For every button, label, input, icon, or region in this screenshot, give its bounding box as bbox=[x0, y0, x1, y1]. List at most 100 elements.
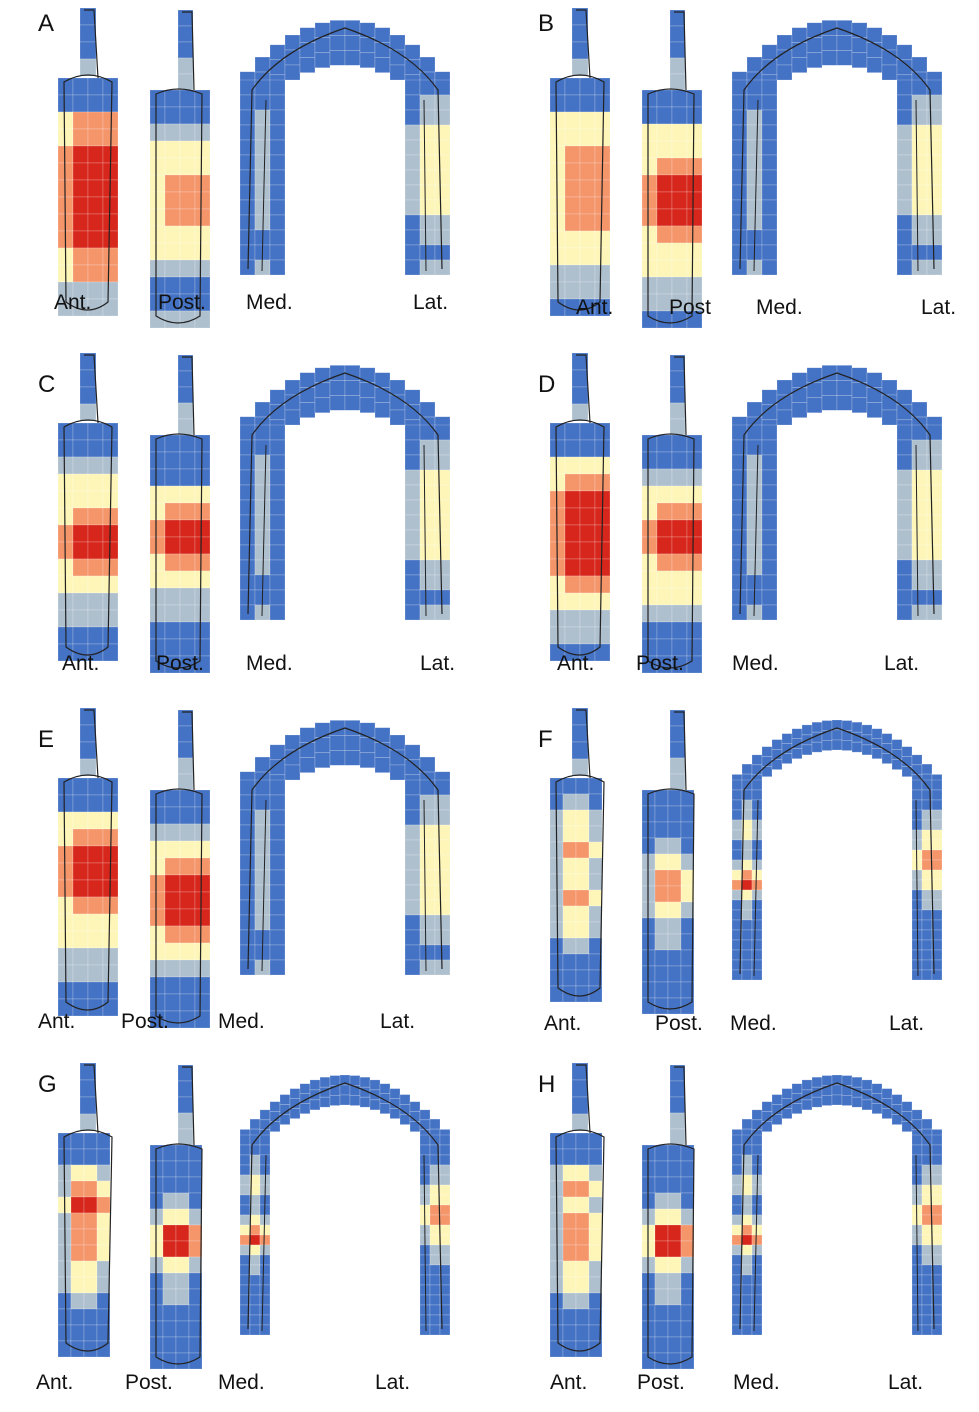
lateral-cell bbox=[404, 214, 421, 231]
arch-cell bbox=[881, 379, 898, 396]
anterior-cell bbox=[575, 1180, 590, 1198]
medial-cell bbox=[761, 184, 778, 201]
anterior-cell bbox=[96, 1148, 111, 1166]
medial-cell bbox=[751, 1154, 763, 1166]
medial-cell bbox=[741, 889, 753, 901]
arch-cell bbox=[314, 722, 331, 739]
label-anterior: Ant. bbox=[576, 296, 614, 319]
medial-cell bbox=[269, 184, 286, 201]
medial-cell bbox=[254, 824, 271, 841]
medial-cell bbox=[254, 154, 271, 171]
anterior-bone-outline bbox=[555, 1064, 605, 1352]
anterior-cell bbox=[575, 1276, 590, 1294]
medial-cell bbox=[761, 454, 778, 471]
posterior-cell bbox=[686, 191, 703, 210]
lateral-cell bbox=[404, 959, 421, 976]
lateral-cell bbox=[911, 169, 928, 186]
posterior-cell bbox=[641, 276, 658, 295]
lateral-cell bbox=[926, 574, 943, 591]
lateral-cell bbox=[434, 944, 451, 961]
anterior-cell bbox=[564, 439, 581, 458]
anterior-cell bbox=[564, 162, 581, 181]
arch-bone-inner-outline bbox=[261, 1154, 427, 1332]
anterior-cell bbox=[594, 439, 611, 458]
posterior-cell bbox=[194, 191, 211, 210]
posterior-cell bbox=[671, 123, 688, 142]
lateral-cell bbox=[404, 124, 421, 141]
posterior-cell bbox=[654, 869, 669, 887]
lateral-cell bbox=[911, 789, 923, 801]
lateral-cell bbox=[434, 499, 451, 516]
posterior-cell bbox=[680, 901, 695, 919]
anterior-cell bbox=[594, 575, 611, 594]
anterior-cell bbox=[562, 1308, 577, 1326]
lateral-cell bbox=[434, 454, 451, 471]
arch-cell bbox=[746, 56, 763, 73]
posterior-cell bbox=[164, 908, 181, 927]
posterior-cell bbox=[194, 840, 211, 859]
medial-cell bbox=[731, 1184, 743, 1196]
lateral-cell bbox=[434, 779, 451, 796]
anterior-cell bbox=[87, 524, 104, 543]
lateral-cell bbox=[419, 899, 436, 916]
posterior-cell bbox=[164, 468, 181, 487]
arch-cell bbox=[801, 724, 813, 736]
lateral-cell bbox=[434, 124, 451, 141]
medial-cell bbox=[269, 779, 286, 796]
lateral-cell bbox=[926, 94, 943, 111]
posterior-cell bbox=[179, 857, 196, 876]
lateral-cell bbox=[404, 929, 421, 946]
anterior-cell bbox=[564, 541, 581, 560]
medial-cell bbox=[761, 574, 778, 591]
arch-cell bbox=[284, 379, 301, 396]
arch-cell bbox=[359, 1096, 371, 1108]
posterior-cell bbox=[162, 1272, 177, 1290]
medial-cell bbox=[751, 899, 763, 911]
lateral-cell bbox=[419, 1174, 431, 1186]
medial-cell bbox=[239, 1134, 251, 1146]
arch-cell bbox=[269, 1121, 281, 1132]
lateral-cell bbox=[911, 259, 928, 276]
lateral-cell bbox=[911, 799, 923, 811]
arch-cell bbox=[891, 1114, 903, 1125]
posterior-cell bbox=[654, 789, 669, 807]
medial-cell bbox=[751, 949, 763, 961]
arch-cell bbox=[866, 27, 883, 43]
medial-cell bbox=[731, 484, 748, 501]
medial-cell bbox=[741, 1214, 753, 1226]
lateral-cell bbox=[931, 1244, 943, 1256]
medial-cell bbox=[239, 109, 256, 126]
lateral-cell bbox=[419, 824, 436, 841]
posterior-bone-outline bbox=[647, 1066, 695, 1365]
label-medial: Med. bbox=[733, 1371, 780, 1394]
posterior-cell bbox=[656, 259, 673, 278]
posterior-cell bbox=[654, 901, 669, 919]
lateral-cell bbox=[419, 484, 436, 501]
lateral-cell bbox=[896, 214, 913, 231]
anterior-cell bbox=[87, 862, 104, 881]
lateral-cell bbox=[429, 1284, 441, 1296]
posterior-cell bbox=[671, 485, 688, 504]
medial-cell bbox=[254, 899, 271, 916]
posterior-cell bbox=[671, 502, 688, 521]
posterior-cell bbox=[164, 874, 181, 893]
anterior-bone-outline bbox=[555, 9, 605, 311]
posterior-cell bbox=[149, 191, 166, 210]
anterior-cell bbox=[562, 969, 577, 987]
arch-cell bbox=[851, 52, 868, 69]
posterior-cell bbox=[656, 621, 673, 640]
lateral-cell bbox=[931, 879, 943, 891]
medial-cell bbox=[239, 184, 256, 201]
posterior-bone-outline bbox=[155, 11, 203, 324]
posterior-cell bbox=[656, 434, 673, 453]
posterior-cell bbox=[149, 485, 166, 504]
anterior-cell bbox=[87, 592, 104, 611]
lateral-cell bbox=[896, 544, 913, 561]
posterior-cell bbox=[641, 208, 658, 227]
anterior-cell bbox=[102, 626, 119, 645]
arch-cell bbox=[344, 380, 361, 396]
posterior-cell bbox=[686, 570, 703, 589]
medial-cell bbox=[269, 529, 286, 546]
medial-cell bbox=[239, 439, 256, 456]
medial-cell bbox=[751, 1254, 763, 1266]
